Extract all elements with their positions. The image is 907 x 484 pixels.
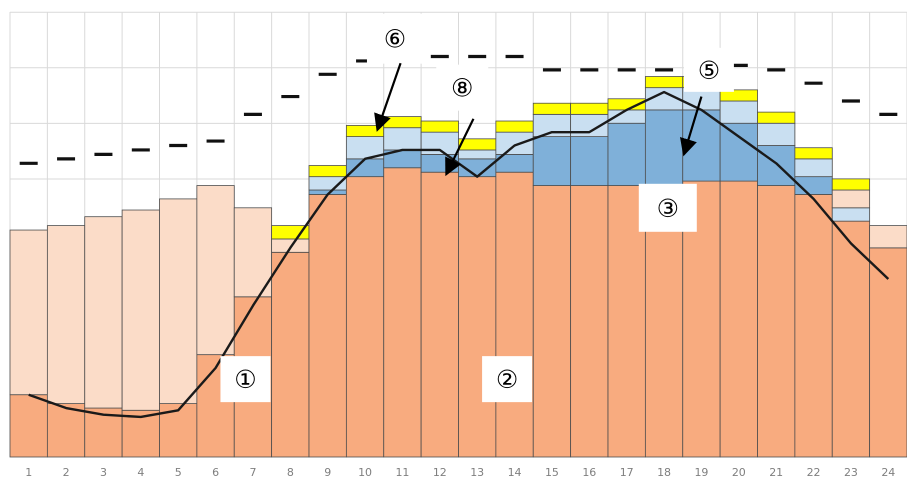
bar-segment-1 bbox=[9, 394, 48, 458]
bar-segment-1 bbox=[345, 176, 385, 458]
x-tick-label: 5 bbox=[175, 466, 182, 479]
bar-segment-4 bbox=[9, 229, 48, 396]
bar-segment-3 bbox=[794, 158, 833, 178]
annotation-label-a6: ⑥ bbox=[384, 25, 406, 54]
x-tick-label: 19 bbox=[694, 466, 708, 479]
annotation-box-a8 bbox=[436, 64, 489, 111]
bar-segment-5 bbox=[532, 102, 572, 115]
annotation-label-a5: ⑤ bbox=[698, 56, 720, 85]
bar-segment-5 bbox=[308, 165, 347, 178]
bar-segment-1 bbox=[719, 180, 758, 458]
bar-segment-2 bbox=[757, 145, 796, 186]
x-tick-label: 2 bbox=[63, 466, 70, 479]
bar-segment-4 bbox=[46, 225, 86, 405]
annotation-label-a8: ⑧ bbox=[451, 74, 473, 103]
x-tick-label: 21 bbox=[769, 466, 783, 479]
bar-segment-1 bbox=[458, 176, 497, 458]
bar-segment-3 bbox=[757, 122, 796, 146]
bar-segment-1 bbox=[794, 194, 833, 458]
bar-segment-2 bbox=[644, 109, 684, 186]
bar-segment-4 bbox=[84, 216, 123, 409]
x-tick-label: 8 bbox=[287, 466, 294, 479]
bar-segment-3 bbox=[458, 149, 497, 160]
x-tick-label: 6 bbox=[212, 466, 219, 479]
bar-segment-2 bbox=[532, 136, 572, 186]
bar-segment-1 bbox=[869, 247, 907, 458]
x-tick-label: 13 bbox=[470, 466, 484, 479]
x-tick-label: 12 bbox=[433, 466, 447, 479]
bar-segment-1 bbox=[570, 185, 609, 458]
bar-segment-1 bbox=[271, 251, 310, 458]
x-tick-label: 7 bbox=[249, 466, 256, 479]
x-tick-label: 14 bbox=[508, 466, 522, 479]
bar-segment-4 bbox=[233, 207, 273, 298]
annotation-label-a1: ① bbox=[234, 365, 256, 394]
bar-segment-3 bbox=[831, 207, 871, 222]
x-tick-labels: 1 2 3 4 5 6 7 8 9 10 11 12 13 14 15 16 17 18 19 20 21 22 23 24 bbox=[25, 466, 895, 479]
bar-segment-5 bbox=[570, 102, 609, 115]
bar-segment-1 bbox=[420, 171, 459, 458]
bar-segment-5 bbox=[458, 138, 497, 151]
bar-segment-5 bbox=[831, 178, 871, 191]
bar-segment-4 bbox=[121, 209, 160, 411]
annotation-box-a3 bbox=[638, 183, 697, 232]
x-tick-label: 17 bbox=[620, 466, 634, 479]
x-tick-label: 9 bbox=[324, 466, 331, 479]
x-tick-label: 10 bbox=[358, 466, 372, 479]
arrow-6 bbox=[374, 62, 402, 132]
x-tick-label: 23 bbox=[844, 466, 858, 479]
annotation-box-a6 bbox=[366, 13, 423, 64]
bar-segment-4 bbox=[831, 189, 871, 209]
bar-segment-5 bbox=[420, 120, 459, 133]
bar-segment-1 bbox=[532, 185, 572, 458]
bar-segment-5 bbox=[757, 111, 796, 124]
bar-segment-4 bbox=[869, 225, 907, 249]
bar-segment-5 bbox=[719, 89, 758, 102]
arrow-5 bbox=[680, 96, 703, 157]
annotation-box-a5 bbox=[683, 47, 734, 92]
bar-segment-3 bbox=[719, 100, 758, 124]
annotation-label-a2: ② bbox=[496, 365, 518, 394]
bar-segment-1 bbox=[831, 220, 871, 458]
x-tick-label: 1 bbox=[25, 466, 32, 479]
x-tick-label: 24 bbox=[881, 466, 895, 479]
x-tick-label: 3 bbox=[100, 466, 107, 479]
bar-segment-1 bbox=[757, 185, 796, 458]
bar-segment-4 bbox=[159, 198, 198, 404]
annotation-box-a1 bbox=[220, 356, 271, 403]
bar-segment-5 bbox=[495, 120, 534, 133]
bar-segment-2 bbox=[345, 158, 385, 178]
x-tick-label: 20 bbox=[732, 466, 746, 479]
x-tick-label: 22 bbox=[807, 466, 821, 479]
annotations: ① ② ③ ⑤ ⑥ ⑧ bbox=[220, 13, 734, 403]
bar-segment-2 bbox=[607, 122, 646, 186]
bar-segment-1 bbox=[46, 403, 86, 458]
bar-segment-5 bbox=[794, 147, 833, 160]
bar-segment-2 bbox=[570, 136, 609, 186]
annotation-box-a2 bbox=[482, 356, 533, 403]
x-tick-label: 18 bbox=[657, 466, 671, 479]
x-tick-label: 11 bbox=[395, 466, 409, 479]
bar-segment-5 bbox=[383, 116, 422, 129]
bar-segment-3 bbox=[495, 131, 534, 155]
x-tick-label: 4 bbox=[137, 466, 144, 479]
bars bbox=[9, 76, 907, 458]
bar-segment-4 bbox=[196, 185, 235, 356]
x-tick-label: 15 bbox=[545, 466, 559, 479]
bar-segment-5 bbox=[644, 76, 684, 89]
x-tick-label: 16 bbox=[582, 466, 596, 479]
bar-segment-2 bbox=[420, 153, 459, 173]
bar-segment-1 bbox=[308, 194, 347, 458]
bar-segment-2 bbox=[719, 122, 758, 182]
bar-segment-1 bbox=[383, 167, 422, 458]
bar-segment-4 bbox=[271, 238, 310, 253]
bar-segment-1 bbox=[495, 171, 534, 458]
annotation-label-a3: ③ bbox=[657, 194, 679, 223]
bar-segment-3 bbox=[383, 127, 422, 151]
arrow-8 bbox=[445, 118, 475, 177]
